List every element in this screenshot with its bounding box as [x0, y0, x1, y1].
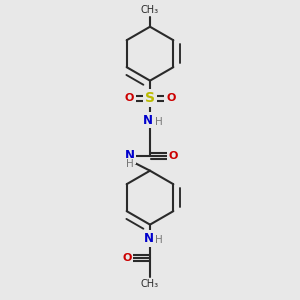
Text: H: H	[155, 117, 163, 127]
Text: O: O	[124, 93, 134, 103]
Text: N: N	[144, 232, 154, 245]
Text: O: O	[168, 151, 178, 161]
Text: N: N	[143, 114, 153, 127]
Text: O: O	[122, 253, 132, 263]
Text: S: S	[145, 91, 155, 105]
Text: N: N	[124, 149, 134, 162]
Text: H: H	[126, 159, 134, 169]
Text: CH₃: CH₃	[141, 5, 159, 15]
Text: H: H	[155, 235, 163, 245]
Text: CH₃: CH₃	[141, 279, 159, 289]
Text: O: O	[166, 93, 176, 103]
